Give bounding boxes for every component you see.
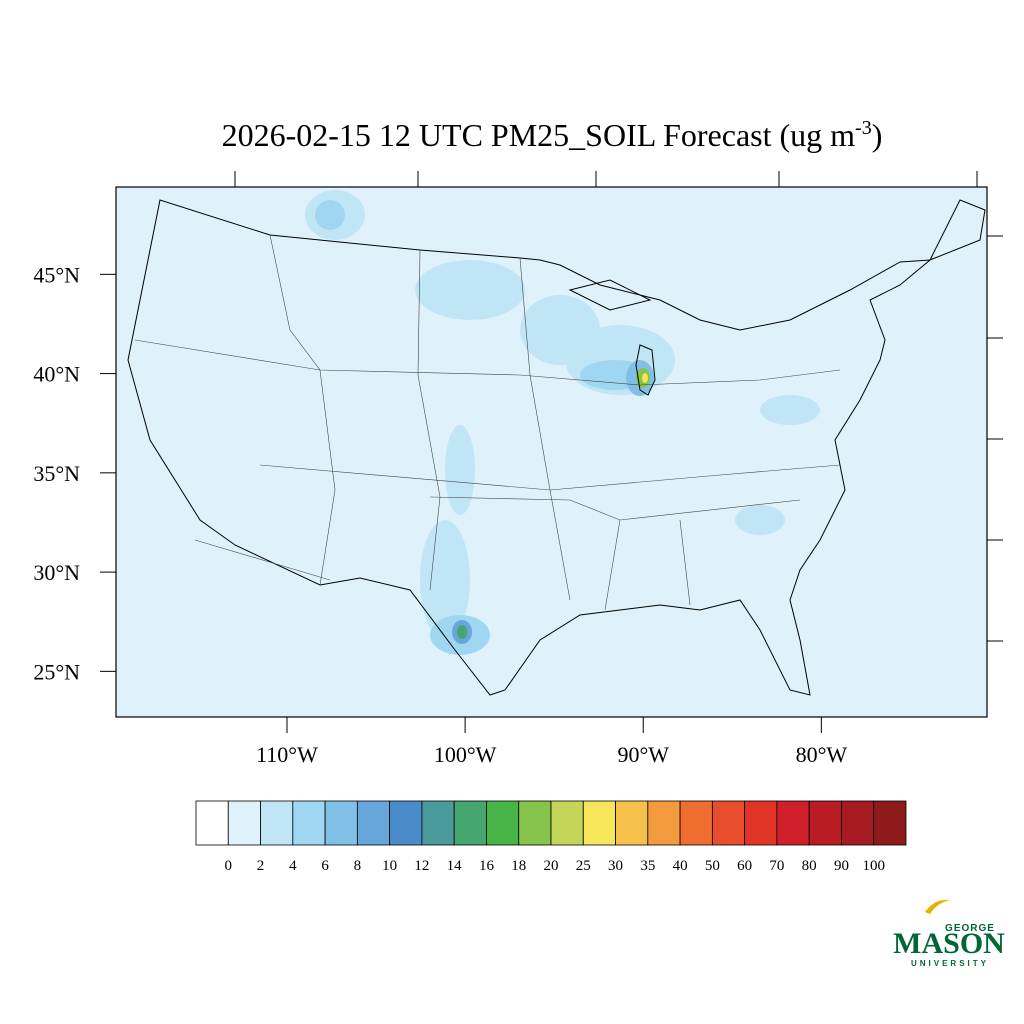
lon-tick-label: 100°W — [434, 742, 497, 767]
field — [445, 425, 475, 515]
colorbar-box — [356, 800, 391, 846]
coastlines — [127, 199, 986, 696]
lat-tick-label: 40°N — [33, 362, 80, 387]
concentration-fields — [305, 190, 820, 655]
logo-main: MASON — [893, 927, 1005, 960]
lon-tick-label: 110°W — [256, 742, 318, 767]
title-superscript: -3 — [855, 117, 872, 139]
state-lines — [134, 234, 841, 611]
colorbar-label: 60 — [737, 858, 752, 874]
colorbar-label: 100 — [862, 858, 885, 874]
state-line — [269, 234, 691, 611]
colorbar-box — [582, 800, 616, 846]
logo: GEORGE MASON UNIVERSITY — [893, 899, 1005, 968]
lon-tick-label: 90°W — [617, 742, 669, 767]
lat-tick-label: 30°N — [33, 560, 80, 585]
title-end: ) — [872, 117, 883, 153]
colorbar-label: 12 — [414, 858, 429, 874]
colorbar-box — [744, 800, 778, 846]
colorbar-label: 10 — [382, 858, 397, 874]
logo-swoosh — [925, 899, 950, 914]
colorbar-box — [453, 800, 487, 846]
colorbar-label: 40 — [673, 858, 688, 874]
colorbar-label: 6 — [321, 858, 329, 874]
colorbar-label: 70 — [769, 858, 784, 874]
colorbar-box — [421, 800, 455, 846]
frame-tick — [234, 171, 1003, 642]
logo-top: GEORGE — [945, 923, 995, 934]
colorbar-box — [647, 800, 681, 846]
lake-michigan — [635, 344, 656, 396]
colorbar-box — [260, 800, 294, 846]
colorbar-box — [873, 800, 907, 846]
colorbar-box — [841, 800, 875, 846]
map-background — [116, 187, 987, 717]
colorbar-box — [227, 800, 261, 846]
logo-bottom: UNIVERSITY — [911, 959, 989, 968]
field — [642, 373, 648, 383]
colorbar-box — [292, 800, 326, 846]
colorbar-box — [711, 800, 746, 846]
colorbar-label: 80 — [802, 858, 817, 874]
colorbar-label: 35 — [640, 858, 655, 874]
state-line — [134, 339, 841, 386]
colorbar-box — [615, 800, 649, 846]
field — [415, 260, 525, 320]
colorbar-label: 18 — [511, 858, 526, 874]
colorbar-label: 8 — [354, 858, 362, 874]
field — [420, 520, 470, 640]
field — [760, 395, 820, 425]
colorbar-label: 0 — [225, 858, 233, 874]
lon-tick-label: 80°W — [796, 742, 848, 767]
colorbar-box — [389, 800, 423, 846]
state-line — [194, 464, 841, 581]
colorbar-label: 16 — [479, 858, 495, 874]
colorbar-box — [195, 800, 229, 846]
colorbar-label: 90 — [834, 858, 849, 874]
colorbar-box — [776, 800, 810, 846]
colorbar-label: 4 — [289, 858, 297, 874]
colorbar-label: 25 — [576, 858, 591, 874]
colorbar-label: 30 — [608, 858, 623, 874]
lat-tick-label: 45°N — [33, 262, 80, 287]
colorbar-box — [486, 800, 520, 846]
field — [457, 625, 467, 639]
colorbar-box — [679, 800, 713, 846]
lat-tick-label: 25°N — [33, 659, 80, 684]
colorbar-label: 20 — [544, 858, 559, 874]
title-main: 2026-02-15 12 UTC PM25_SOIL Forecast (ug… — [222, 117, 856, 153]
lat-tick-label: 35°N — [33, 461, 80, 486]
field — [315, 200, 345, 230]
colorbar-box — [808, 800, 842, 846]
lake-superior — [568, 279, 652, 311]
colorbar-box — [324, 800, 358, 846]
colorbar-box — [550, 800, 584, 846]
frame-ticks — [234, 171, 1003, 642]
colorbar-label: 14 — [447, 858, 463, 874]
us-outline — [127, 199, 986, 696]
map-frame — [115, 186, 988, 718]
title: 2026-02-15 12 UTC PM25_SOIL Forecast (ug… — [222, 117, 883, 153]
field — [735, 505, 785, 535]
colorbar-box — [518, 800, 552, 846]
colorbar-label: 50 — [705, 858, 720, 874]
colorbar-label: 2 — [257, 858, 265, 874]
